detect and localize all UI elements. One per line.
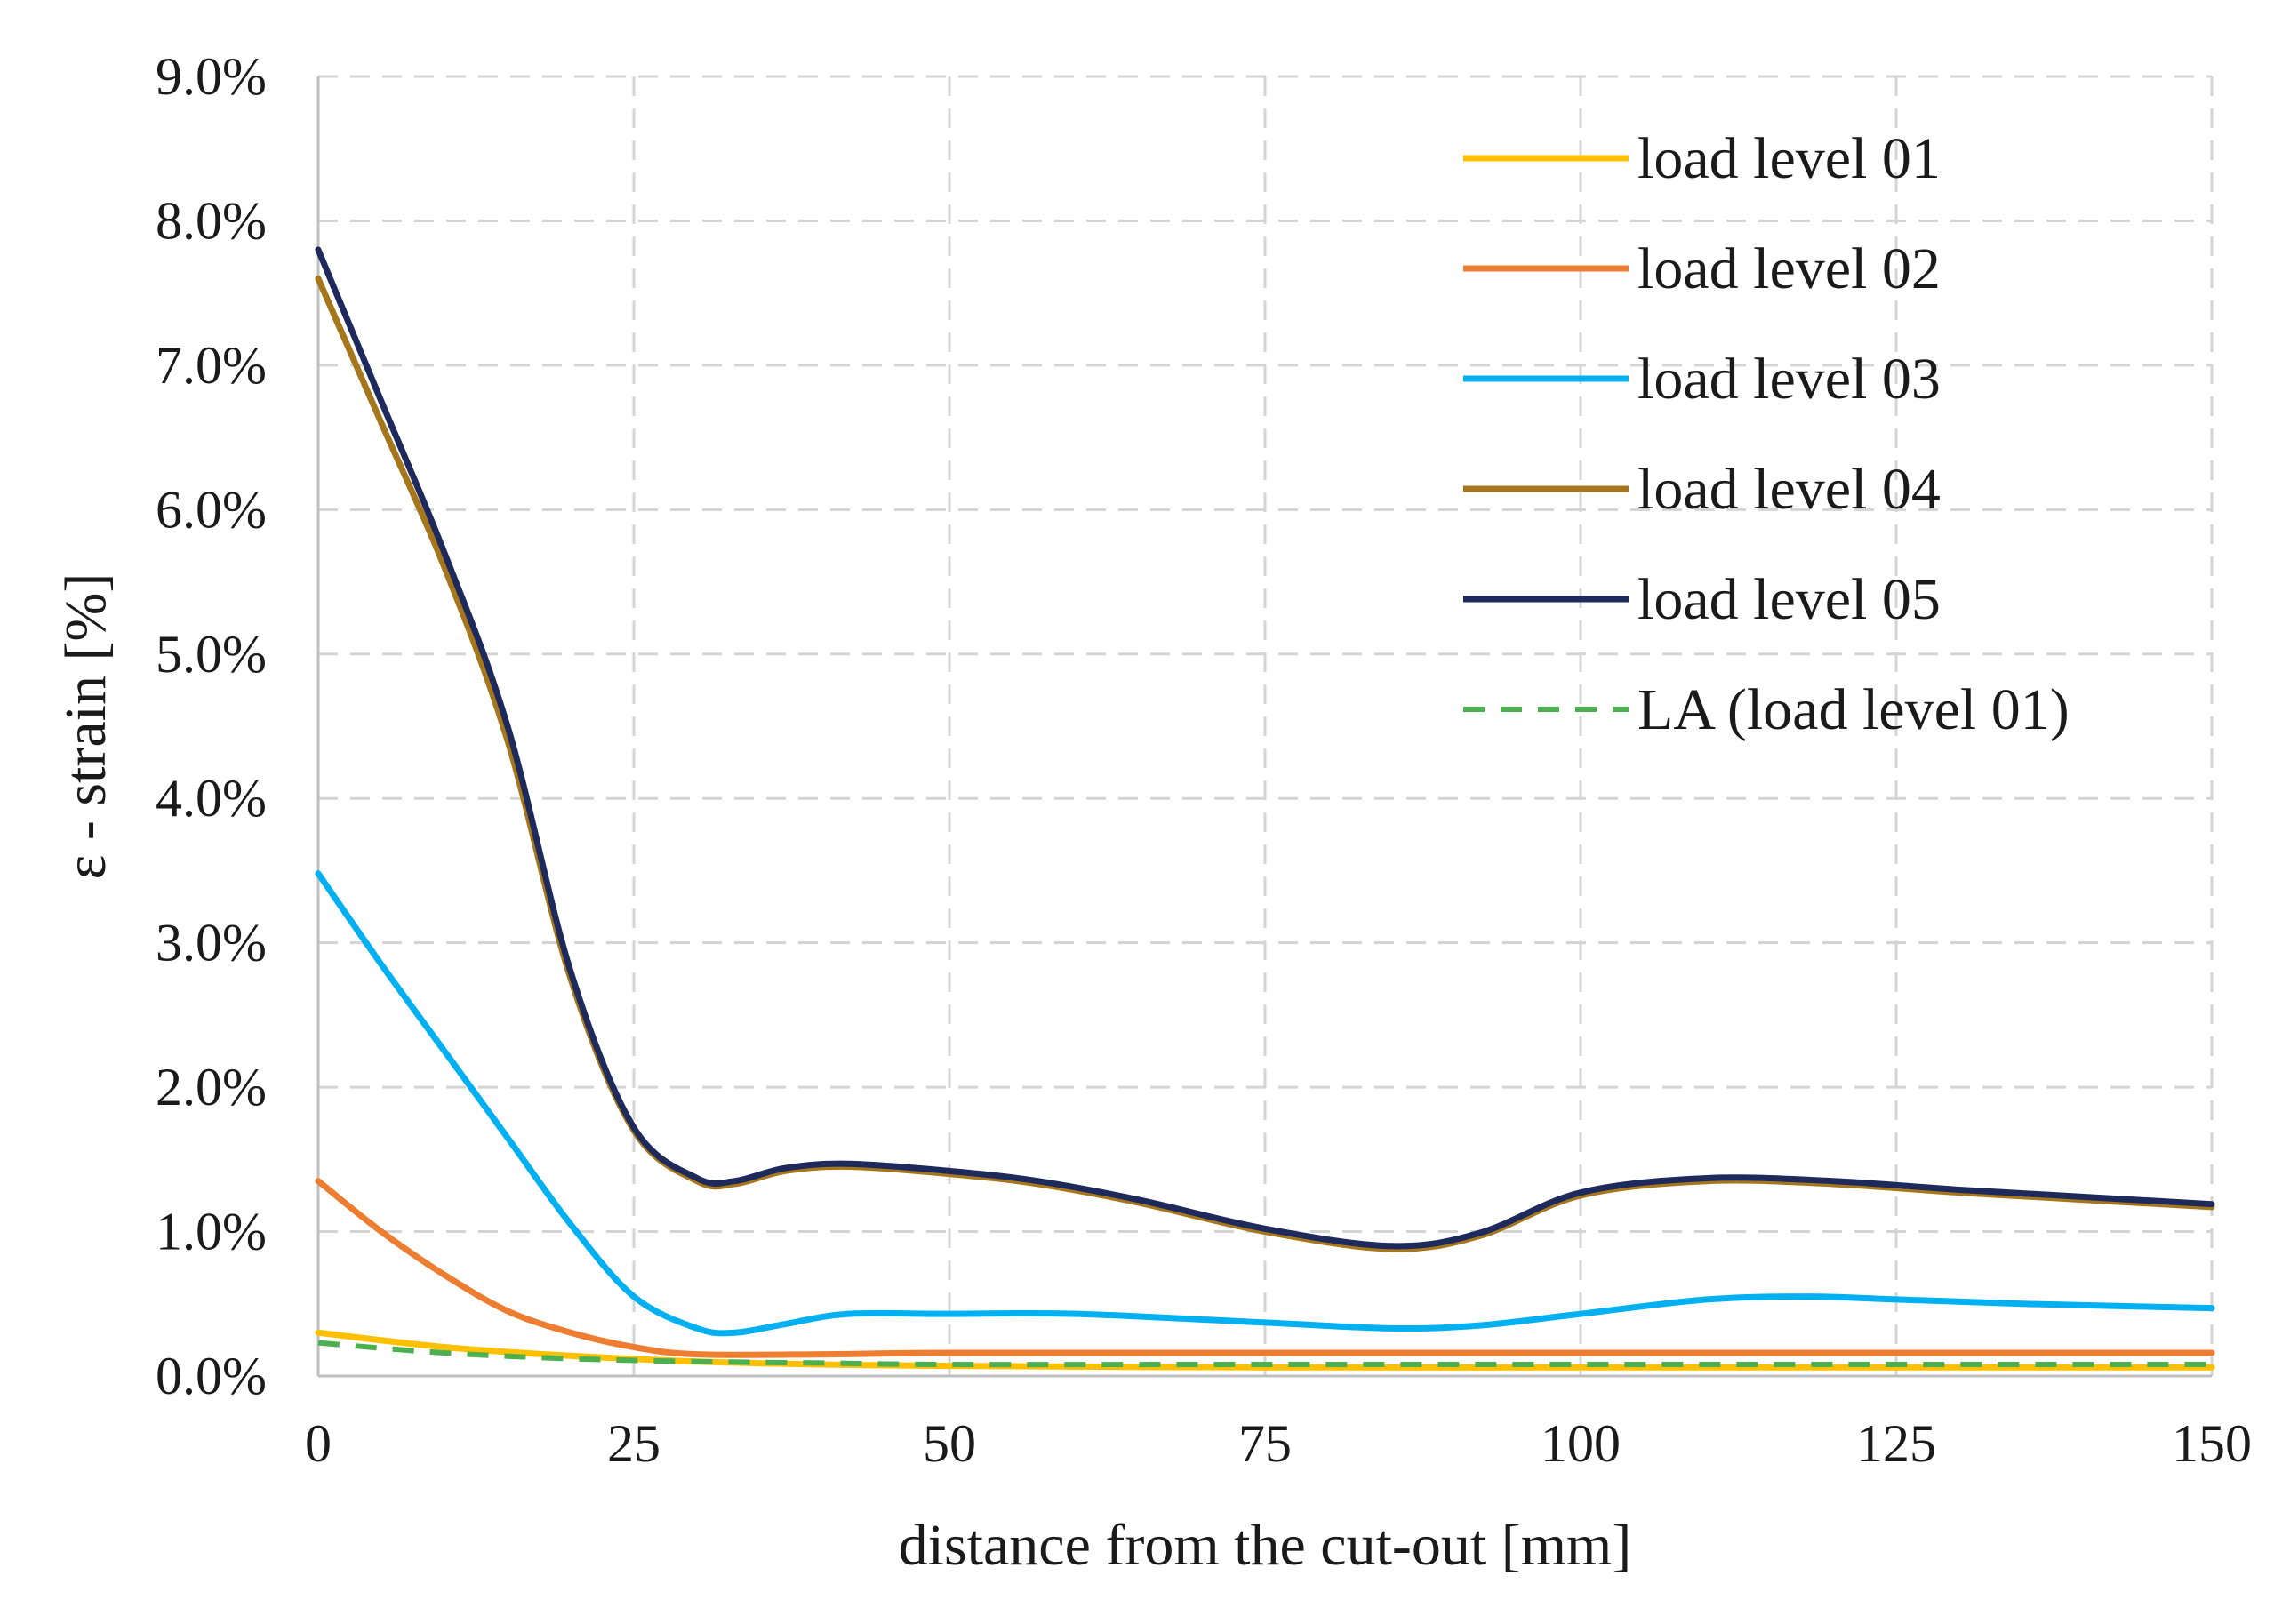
y-tick-label: 3.0% <box>156 914 267 972</box>
y-tick-label: 2.0% <box>156 1058 267 1116</box>
x-tick-label: 100 <box>1541 1414 1621 1473</box>
x-tick-label: 125 <box>1856 1414 1936 1473</box>
series-line-load-level-03 <box>315 870 2215 1337</box>
x-tick-label: 50 <box>923 1414 976 1473</box>
series-line-load-level-02 <box>315 1178 2215 1358</box>
x-tick-label: 150 <box>2172 1414 2252 1473</box>
legend-label: load level 04 <box>1637 457 1941 522</box>
series-line-la-load-level-01 <box>317 1340 2212 1368</box>
y-tick-label: 4.0% <box>156 769 267 828</box>
y-tick-label: 1.0% <box>156 1203 267 1261</box>
x-axis-title: distance from the cut-out [mm] <box>899 1513 1632 1578</box>
legend-label: LA (load level 01) <box>1637 677 2070 742</box>
x-tick-label: 0 <box>305 1414 332 1473</box>
legend-label: load level 02 <box>1637 236 1941 301</box>
series-line-load-level-05 <box>315 246 2215 1250</box>
legend: load level 01 load level 02 load level 03 l… <box>1463 126 2070 742</box>
legend-label: load level 03 <box>1637 347 1941 412</box>
y-tick-label: 5.0% <box>156 625 267 684</box>
legend-label: load level 01 <box>1637 126 1941 191</box>
y-axis-title: ε - strain [%] <box>53 573 118 880</box>
y-tick-label: 9.0% <box>156 47 267 106</box>
x-tick-label: 75 <box>1238 1414 1292 1473</box>
legend-label: load level 05 <box>1637 567 1941 632</box>
y-tick-label: 6.0% <box>156 480 267 539</box>
series-layer <box>315 246 2215 1371</box>
x-tick-label: 25 <box>607 1414 661 1473</box>
axes: 0 25 50 75 100 125 150 0.0% 1.0% 2.0% 3.0% 4.0% 5.0%… <box>156 47 2252 1473</box>
y-tick-label: 8.0% <box>156 191 267 250</box>
y-tick-label: 7.0% <box>156 336 267 395</box>
y-tick-label: 0.0% <box>156 1347 267 1405</box>
